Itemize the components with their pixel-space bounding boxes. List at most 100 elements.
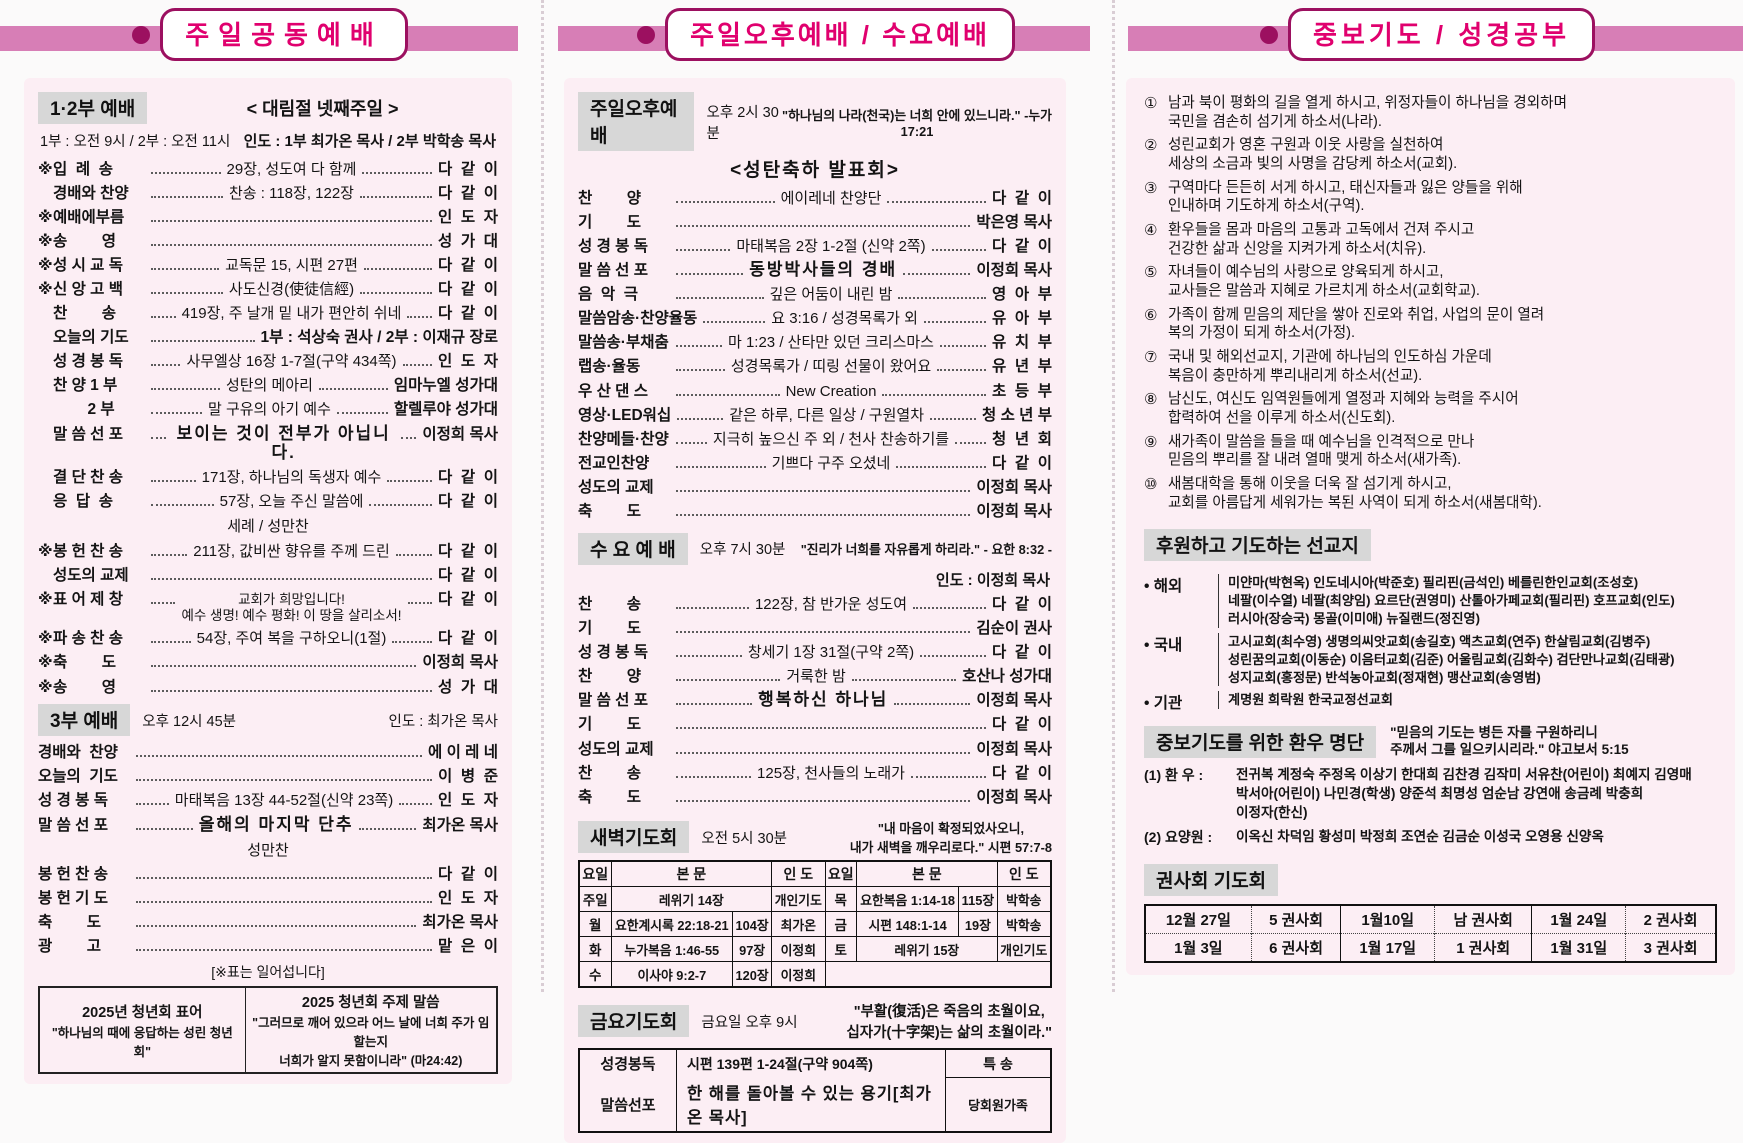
dot-leader xyxy=(151,327,255,343)
order-detail: 올해의 마지막 단추 xyxy=(198,814,354,834)
dot-leader xyxy=(402,352,432,367)
order-detail: 마태복음 13장 44-52절(신약 23쪽) xyxy=(174,792,394,810)
dot-leader xyxy=(336,400,388,415)
dawn-row: 월 요한계시록 22:18-21 104장 최가온 금 시편 148:1-14 … xyxy=(578,911,1052,938)
dawn-row: 주일 레위기 14장 개인기도 목 요한복음 1:14-18 115장 박학송 xyxy=(578,886,1052,913)
order-performer: 인 도 자 xyxy=(438,792,499,810)
order-row: 축 도 최가온 목사 xyxy=(38,912,498,932)
dot-leader xyxy=(896,453,986,468)
friday-label: 금요기도회 xyxy=(578,1005,690,1038)
stand-mark: ※ xyxy=(38,160,53,178)
order-item-label: 송 영 xyxy=(53,232,116,250)
prayer-item: ⑩ 새봄대학을 통해 이웃을 더욱 잘 섬기게 하시고, 교회를 아름답게 세워… xyxy=(1144,475,1717,512)
prayer-item: ⑦ 국내 및 해외선교지, 기관에 하나님의 인도하심 가운데 복음이 충만하게… xyxy=(1144,348,1717,385)
kwonsa-prayer-table: 12월 27일 5 권사회 1월10일 남 권사회 1월 24일 2 권사회 1… xyxy=(1144,904,1717,964)
sick-group-names: 이옥신 차덕임 황성미 박정희 조연순 김금순 이성국 오영용 신양옥 xyxy=(1236,829,1604,845)
mission-groups: 해외 미얀마(박현옥) 인도네시아(박준호) 필리핀(금석인) 베를린한인교회(… xyxy=(1144,574,1717,713)
dot-leader xyxy=(931,236,986,251)
order-detail: 거룩한 밤 xyxy=(786,668,846,686)
dot-leader xyxy=(151,565,432,580)
order-item-label: 축 도 xyxy=(38,914,101,932)
wednesday-time: 오후 7시 30분 xyxy=(699,542,786,559)
order-performer: 최가온 목사 xyxy=(422,914,498,932)
dot-leader xyxy=(676,212,971,227)
order-row: 찬 양 1 부 성탄의 메아리 임마누엘 성가대 xyxy=(38,376,498,396)
column1-title: 주일공동예배 xyxy=(160,8,408,61)
mission-group-name: 해외 xyxy=(1144,574,1218,596)
dot-leader xyxy=(677,405,724,420)
dawn-time: 오전 5시 30분 xyxy=(701,830,788,847)
order-row: 축 도 이정희 목사 xyxy=(578,787,1052,807)
order-detail: New Creation xyxy=(785,382,877,400)
order-detail: 성탄의 메아리 xyxy=(225,377,313,395)
order-item-label: 말 씀 선 포 xyxy=(578,692,648,710)
order-row: ※ 송 영 성 가 대 xyxy=(38,231,498,251)
order-performer: 인 도 자 xyxy=(437,890,498,908)
stand-mark: ※ xyxy=(38,654,53,672)
order-performer: 성 가 대 xyxy=(437,678,498,696)
motto-right-body: "그러므로 깨어 있으라 어느 날에 너희 주가 임할는지 너희가 알지 못함이… xyxy=(252,1016,490,1069)
order-performer: 호산나 성가대 xyxy=(962,668,1052,686)
dot-leader xyxy=(676,357,725,372)
order-performer: 임마누엘 성가대 xyxy=(393,377,499,395)
order-performer: 이정희 목사 xyxy=(976,502,1052,520)
dot-leader xyxy=(903,260,971,276)
order-performer: 다 같 이 xyxy=(438,160,499,178)
motto-left-body: "하나님의 때에 응답하는 성린 청년회" xyxy=(51,1025,233,1059)
order-item-label: 말 씀 선 포 xyxy=(38,816,108,834)
dot-leader xyxy=(676,381,780,396)
prayer-number: ④ xyxy=(1144,222,1158,240)
order-detail: 성경목록가 / 띠링 선물이 왔어요 xyxy=(730,358,932,376)
order-row: 말 씀 선 포 보이는 것이 전부가 아닙니다. 이정희 목사 xyxy=(38,424,498,463)
stand-mark: ※ xyxy=(38,590,53,608)
order-performer: 다 같 이 xyxy=(437,281,498,299)
dawn-header: 새벽기도회 오전 5시 30분 "내 마음이 확정되었사오니, 내가 새벽을 깨… xyxy=(578,818,1052,856)
dot-leader xyxy=(676,429,707,444)
order-row: 성 경 봉 독 마태복음 13장 44-52절(신약 23쪽) 인 도 자 xyxy=(38,790,498,810)
dot-leader xyxy=(392,629,432,644)
dot-leader xyxy=(151,255,220,270)
order-item-label: 파 송 찬 송 xyxy=(53,630,123,648)
dot-leader xyxy=(913,594,986,609)
motto-left-cell: 2025년 청년회 표어 "하나님의 때에 응답하는 성린 청년회" xyxy=(38,986,246,1074)
motto-right-title: 2025 청년회 주제 말씀 xyxy=(301,995,440,1012)
dot-leader xyxy=(151,653,417,668)
prayer-number: ⑦ xyxy=(1144,349,1158,367)
order-item-label: 기 도 xyxy=(578,619,641,637)
dot-leader xyxy=(151,207,432,222)
dot-leader xyxy=(136,815,193,830)
order-performer: 다 같 이 xyxy=(438,257,499,274)
sick-verse: "믿음의 기도는 병든 자를 구원하리니 주께서 그를 일으키시리라." 야고보… xyxy=(1390,725,1629,758)
order-row: ※ 송 영 성 가 대 xyxy=(38,677,498,697)
order-item-label: 표 어 제 창 xyxy=(53,590,123,608)
dawn-col-leader: 인 도 xyxy=(771,860,826,888)
order-item-label: 경배와 찬양 xyxy=(38,744,118,762)
dot-leader xyxy=(937,357,986,372)
prayer-item: ⑤ 자녀들이 예수님의 사랑으로 양육되게 하시고, 교사들은 말씀과 지혜로 … xyxy=(1144,263,1717,300)
order-item-label: 성 경 봉 독 xyxy=(578,237,648,255)
dawn-prayer-table: 요일 본 문 인 도 요일 본 문 인 도 주일 레위기 14장 개인기도 목 … xyxy=(578,860,1052,989)
dot-leader xyxy=(151,352,181,367)
order-item-label: 말씀송·부채춤 xyxy=(578,334,669,352)
service3-label: 3부 예배 xyxy=(38,704,131,737)
order-performer: 다 같 이 xyxy=(992,764,1053,782)
order-detail: 54장, 주여 복을 구하오니(1절) xyxy=(196,630,387,648)
dot-leader xyxy=(395,541,432,556)
wednesday-header: 수 요 예 배 오후 7시 30분 "진리가 너희를 자유롭게 하리라." - … xyxy=(578,532,1052,565)
dot-leader xyxy=(136,742,423,758)
mission-label: 후원하고 기도하는 선교지 xyxy=(1144,529,1371,562)
friday-row: 말씀선포 한 해를 돌아볼 수 있는 용기[최가온 목사] 당회원가족 xyxy=(579,1077,1051,1133)
dot-leader xyxy=(676,787,971,802)
dot-leader xyxy=(151,629,191,644)
dot-leader xyxy=(136,864,432,880)
order-performer: 다 같 이 xyxy=(438,305,499,323)
dot-leader xyxy=(923,309,986,324)
service3-order-list: 경배와 찬양 에 이 레 네 오늘의 기도 이 병 준 xyxy=(38,742,498,834)
dawn-row: 화 누가복음 1:46-55 97장 이정희 토 레위기 15장 개인기도 xyxy=(578,936,1052,963)
dot-leader xyxy=(910,763,986,778)
order-performer: 이정희 목사 xyxy=(976,692,1052,710)
order-detail: 찬송 : 118장, 122장 xyxy=(229,184,354,202)
order-performer: 다 같 이 xyxy=(438,542,499,560)
order-detail: 사도신경(使徒信經) xyxy=(228,281,355,299)
dot-leader xyxy=(676,477,971,492)
